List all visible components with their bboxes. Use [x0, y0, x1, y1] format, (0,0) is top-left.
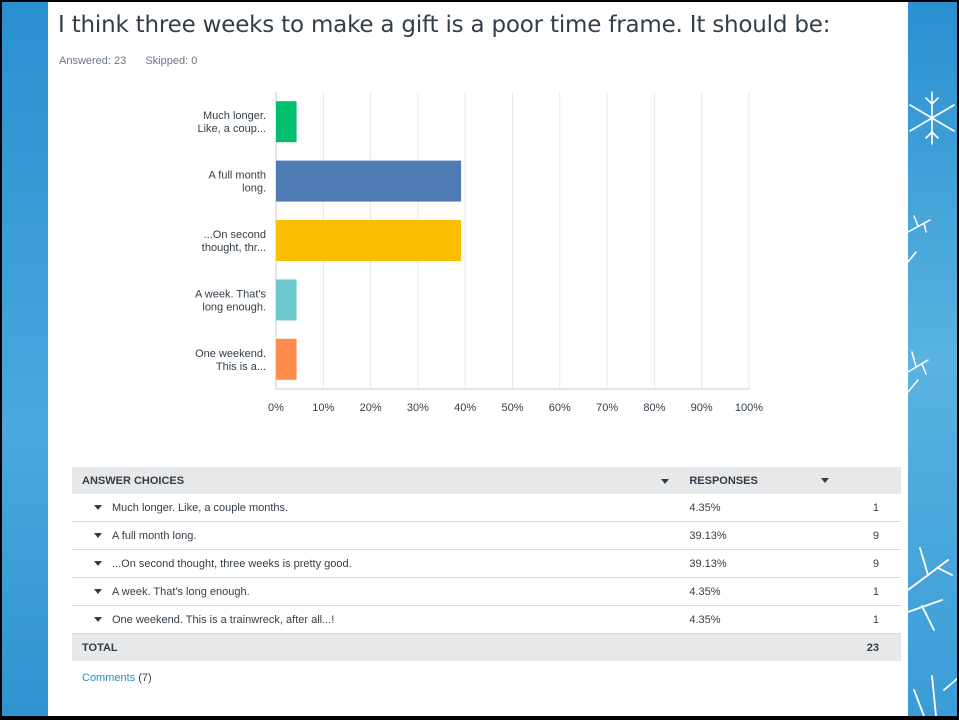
- bar[interactable]: [276, 101, 297, 143]
- comments-link-area: Comments (7): [82, 672, 152, 684]
- response-count: 1: [872, 613, 879, 626]
- frame-border: [0, 716, 959, 720]
- category-label: long.: [242, 183, 266, 195]
- response-count: 9: [872, 529, 879, 542]
- question-title: I think three weeks to make a gift is a …: [58, 12, 831, 38]
- answer-choice-cell[interactable]: A full month long.: [72, 522, 679, 550]
- response-count: 1: [872, 501, 879, 514]
- snowflake-icon: [909, 91, 955, 145]
- frame-border: [0, 0, 2, 720]
- response-stats: Answered: 23 Skipped: 0: [59, 55, 213, 67]
- survey-question-panel: I think three weeks to make a gift is a …: [48, 0, 908, 716]
- category-label: Much longer.: [203, 110, 266, 122]
- answer-choice-label: A full month long.: [112, 529, 197, 542]
- bar[interactable]: [276, 279, 297, 321]
- category-label: A week. That's: [195, 288, 266, 300]
- expand-caret-icon[interactable]: [94, 617, 102, 623]
- responses-sort[interactable]: [821, 467, 901, 494]
- x-tick-label: 10%: [312, 402, 334, 414]
- x-tick-label: 90%: [691, 402, 713, 414]
- answer-choices-header[interactable]: ANSWER CHOICES: [72, 467, 680, 494]
- frame-border: [0, 0, 959, 2]
- answer-choice-cell[interactable]: Much longer. Like, a couple months.: [72, 494, 679, 522]
- category-label: This is a...: [216, 361, 266, 373]
- table-row: One weekend. This is a trainwreck, after…: [72, 606, 901, 634]
- response-count: 9: [872, 557, 879, 570]
- response-percent: 39.13%: [689, 557, 727, 570]
- skipped-count: Skipped: 0: [145, 55, 198, 67]
- x-tick-label: 0%: [268, 402, 284, 414]
- answer-choice-cell[interactable]: One weekend. This is a trainwreck, after…: [72, 606, 679, 634]
- bar[interactable]: [276, 160, 462, 202]
- response-count: 1: [872, 585, 879, 598]
- x-tick-label: 30%: [407, 402, 429, 414]
- x-tick-label: 40%: [454, 402, 476, 414]
- answer-choice-cell[interactable]: A week. That's long enough.: [72, 578, 679, 606]
- expand-caret-icon[interactable]: [94, 533, 102, 539]
- table-row: ...On second thought, three weeks is pre…: [72, 550, 901, 578]
- x-tick-label: 70%: [596, 402, 618, 414]
- left-decor-stripe: [0, 0, 48, 720]
- comments-link[interactable]: Comments: [82, 672, 136, 684]
- responses-header[interactable]: RESPONSES: [679, 467, 822, 494]
- snowflake-icon: [908, 351, 929, 393]
- response-percent: 4.35%: [689, 585, 721, 598]
- bar[interactable]: [276, 338, 297, 380]
- sort-caret-icon[interactable]: [661, 478, 670, 484]
- snowflake-icon: [908, 547, 959, 717]
- answer-choice-label: ...On second thought, three weeks is pre…: [112, 557, 352, 570]
- table-body: Much longer. Like, a couple months. 4.35%…: [72, 494, 901, 634]
- answered-count: Answered: 23: [59, 55, 127, 67]
- x-tick-label: 60%: [549, 402, 571, 414]
- x-tick-label: 80%: [643, 402, 665, 414]
- answer-choice-label: Much longer. Like, a couple months.: [112, 501, 289, 514]
- category-label: One weekend.: [195, 348, 266, 360]
- category-label: thought, thr...: [202, 242, 266, 254]
- table-row: A week. That's long enough. 4.35% 1: [72, 578, 901, 606]
- response-percent: 4.35%: [689, 613, 721, 626]
- total-row: TOTAL 23: [72, 633, 901, 661]
- answer-table: ANSWER CHOICES RESPONSES Much longer. Li…: [72, 467, 901, 661]
- x-tick-label: 20%: [360, 402, 382, 414]
- snowflake-icons: [908, 91, 959, 717]
- x-tick-label: 50%: [501, 402, 523, 414]
- total-label: TOTAL: [72, 633, 680, 661]
- expand-caret-icon[interactable]: [94, 589, 102, 595]
- answer-choice-label: A week. That's long enough.: [112, 585, 250, 598]
- table-row: Much longer. Like, a couple months. 4.35%…: [72, 494, 901, 522]
- total-count: 23: [821, 633, 901, 661]
- answer-choice-label: One weekend. This is a trainwreck, after…: [112, 613, 335, 626]
- comments-count: (7): [138, 672, 152, 684]
- snowflake-decor-panel: [908, 0, 959, 720]
- table-header-row: ANSWER CHOICES RESPONSES: [72, 467, 901, 494]
- table-row: A full month long. 39.13% 9: [72, 522, 901, 550]
- bar[interactable]: [276, 220, 462, 261]
- expand-caret-icon[interactable]: [94, 561, 102, 567]
- response-percent: 4.35%: [689, 501, 721, 514]
- x-tick-label: 100%: [735, 402, 763, 414]
- bar-chart: 0% 10% 20% 30% 40% 50% 60% 70% 80% 90% 100% Much lo…: [195, 92, 763, 414]
- sort-caret-icon[interactable]: [821, 478, 830, 484]
- category-label: Like, a coup...: [198, 123, 267, 135]
- expand-caret-icon[interactable]: [94, 505, 102, 511]
- category-label: long enough.: [202, 301, 266, 313]
- answer-choice-cell[interactable]: ...On second thought, three weeks is pre…: [72, 550, 679, 578]
- frame-border: [957, 0, 959, 720]
- category-label: ...On second: [204, 229, 266, 241]
- snowflake-icon: [908, 215, 931, 263]
- category-label: A full month: [209, 170, 266, 182]
- response-percent: 39.13%: [689, 529, 727, 542]
